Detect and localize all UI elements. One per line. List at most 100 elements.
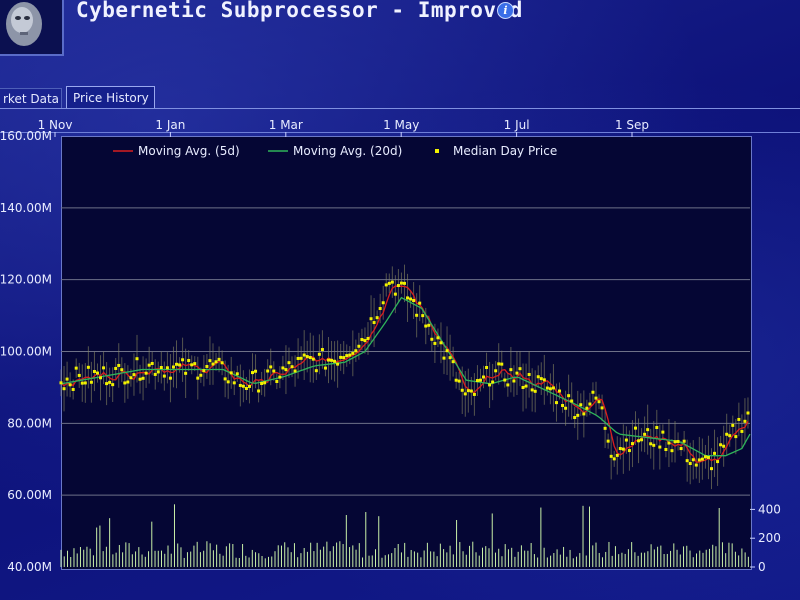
median-price-point: [299, 356, 303, 360]
median-price-point: [412, 299, 416, 303]
median-price-point: [165, 366, 169, 370]
median-price-point: [515, 371, 519, 375]
median-price-point: [694, 463, 698, 467]
median-price-point: [305, 355, 309, 359]
median-price-point: [579, 403, 583, 407]
median-price-point: [448, 356, 452, 360]
median-price-point: [126, 380, 130, 384]
median-price-point: [238, 383, 242, 387]
median-price-point: [220, 361, 224, 365]
median-price-point: [558, 389, 562, 393]
median-price-point: [181, 358, 185, 362]
median-price-point: [615, 453, 619, 457]
median-price-point: [430, 337, 434, 341]
median-price-point: [728, 434, 732, 438]
median-price-point: [482, 375, 486, 379]
median-price-point: [390, 280, 394, 284]
median-price-point: [293, 369, 297, 373]
median-price-point: [521, 385, 525, 389]
median-price-markers: [59, 280, 750, 471]
median-price-point: [317, 352, 321, 356]
median-price-point: [485, 366, 489, 370]
median-price-point: [564, 406, 568, 410]
median-price-point: [734, 435, 738, 439]
median-price-point: [308, 356, 312, 360]
median-price-point: [649, 442, 653, 446]
median-price-point: [706, 455, 710, 459]
median-price-point: [247, 384, 251, 388]
median-price-point: [184, 371, 188, 375]
median-price-point: [251, 371, 255, 375]
median-price-point: [433, 341, 437, 345]
legend-label: Median Day Price: [453, 144, 557, 158]
median-price-point: [582, 412, 586, 416]
median-price-point: [314, 369, 318, 373]
avatar-portrait: [0, 0, 62, 54]
info-icon[interactable]: i: [497, 2, 514, 19]
tab-price-history[interactable]: Price History: [66, 86, 155, 108]
median-price-point: [296, 356, 300, 360]
date-axis-line: [0, 132, 800, 133]
median-price-point: [439, 341, 443, 345]
median-price-point: [506, 383, 510, 387]
median-price-point: [597, 400, 601, 404]
x-tick-label: 1 Sep: [615, 118, 649, 132]
y-tick-label: 160.00M: [0, 129, 52, 143]
median-price-point: [536, 375, 540, 379]
median-price-point: [244, 387, 248, 391]
median-price-point: [223, 377, 227, 381]
median-price-point: [217, 357, 221, 361]
median-price-point: [333, 359, 337, 363]
y-tick-label: 60.00M: [7, 488, 52, 502]
median-price-point: [624, 438, 628, 442]
y-tick-label: 120.00M: [0, 273, 52, 287]
legend-label: Moving Avg. (5d): [138, 144, 240, 158]
median-price-point: [229, 371, 233, 375]
median-price-point: [330, 358, 334, 362]
median-price-point: [153, 372, 157, 376]
median-price-point: [71, 387, 75, 391]
median-price-point: [266, 369, 270, 373]
median-price-point: [594, 396, 598, 400]
median-price-point: [585, 406, 589, 410]
median-price-point: [527, 372, 531, 376]
median-price-point: [494, 369, 498, 373]
median-price-point: [108, 380, 112, 384]
median-price-point: [372, 321, 376, 325]
median-price-point: [132, 373, 136, 377]
x-tick-label: 1 Nov: [38, 118, 73, 132]
median-price-point: [241, 384, 245, 388]
median-price-point: [643, 432, 647, 436]
median-price-point: [175, 362, 179, 366]
median-price-point: [658, 445, 662, 449]
median-price-point: [673, 440, 677, 444]
median-price-point: [92, 369, 96, 373]
median-price-point: [533, 389, 537, 393]
median-price-point: [612, 457, 616, 461]
median-price-point: [630, 442, 634, 446]
median-price-point: [524, 384, 528, 388]
tab-market-data[interactable]: rket Data: [0, 88, 62, 108]
chart-legend: Moving Avg. (5d) Moving Avg. (20d) Median …: [113, 144, 557, 158]
median-price-point: [80, 381, 84, 385]
median-price-point: [640, 438, 644, 442]
median-price-point: [682, 439, 686, 443]
median-price-point: [205, 364, 209, 368]
median-price-point: [512, 379, 516, 383]
median-price-point: [655, 426, 659, 430]
median-price-point: [664, 448, 668, 452]
median-price-point: [162, 374, 166, 378]
median-price-point: [606, 439, 610, 443]
median-price-point: [62, 387, 66, 391]
median-price-point: [719, 443, 723, 447]
median-price-point: [226, 380, 230, 384]
median-price-point: [652, 443, 656, 447]
median-price-point: [746, 411, 750, 415]
median-price-point: [287, 361, 291, 365]
median-price-point: [688, 461, 692, 465]
median-price-point: [451, 360, 455, 364]
median-price-point: [290, 365, 294, 369]
median-price-point: [567, 394, 571, 398]
median-price-point: [357, 344, 361, 348]
median-price-point: [214, 360, 218, 364]
